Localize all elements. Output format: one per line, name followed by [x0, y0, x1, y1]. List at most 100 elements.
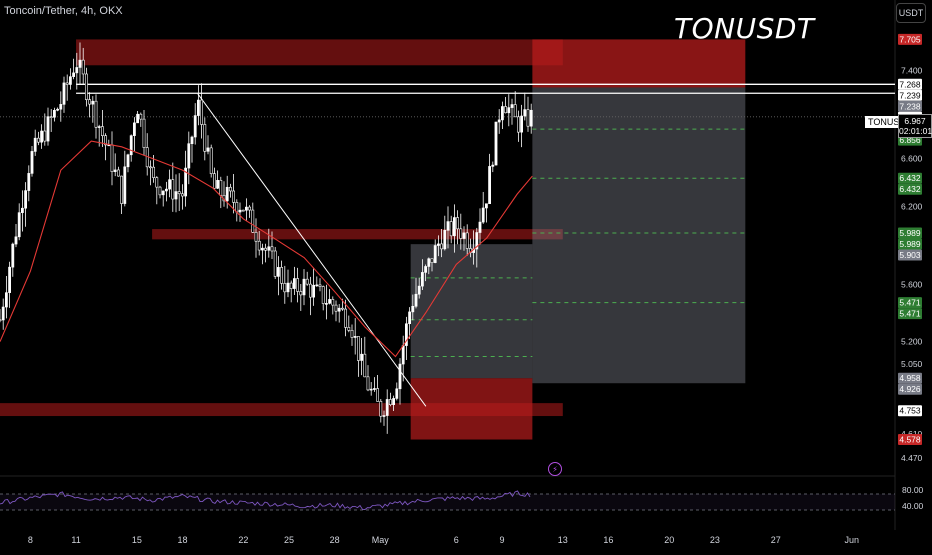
- candle-body: [136, 113, 140, 124]
- candle-body: [360, 353, 364, 361]
- x-axis-label: 9: [499, 535, 504, 545]
- price-badge: [898, 434, 922, 446]
- candle-body: [321, 286, 325, 304]
- candle-body: [174, 191, 178, 200]
- candle-body: [168, 179, 172, 190]
- price-badge: [898, 308, 922, 320]
- candle-body: [117, 169, 120, 177]
- candle-body: [91, 100, 95, 105]
- candle-body: [52, 109, 56, 118]
- price-badge-text: 6.432: [899, 173, 921, 183]
- candle-body: [181, 193, 184, 197]
- price-badge-text: 5.989: [899, 228, 921, 238]
- price-badge-text: 7.705: [899, 34, 921, 44]
- candle-body: [56, 108, 60, 111]
- candle-body: [142, 118, 146, 148]
- x-axis-label: May: [372, 535, 390, 545]
- currency-button[interactable]: USDT: [896, 3, 926, 23]
- x-axis-label: 23: [710, 535, 720, 545]
- candle-body: [328, 299, 332, 304]
- candle-body: [513, 104, 517, 118]
- rsi-line: [0, 490, 531, 510]
- candle-body: [334, 304, 338, 312]
- candle-body: [110, 144, 114, 172]
- live-price: 6.967: [904, 116, 926, 126]
- candle-body: [17, 212, 21, 238]
- candle-body: [504, 106, 508, 114]
- price-badge-text: 4.753: [899, 406, 921, 416]
- planned-stop-zone: [532, 39, 746, 88]
- candle-body: [411, 305, 415, 313]
- candle-body: [129, 135, 133, 156]
- candle-body: [308, 283, 312, 298]
- candle-body: [408, 311, 412, 325]
- price-badge-text: 7.268: [899, 79, 921, 89]
- price-badge-text: 5.471: [899, 298, 921, 308]
- candle-body: [449, 221, 453, 237]
- candle-body: [190, 136, 194, 144]
- candle-body: [158, 186, 162, 196]
- price-scale-label: 5.050: [901, 359, 923, 369]
- candle-body: [232, 190, 236, 203]
- rsi-band: [0, 494, 895, 510]
- candle-body: [520, 115, 524, 133]
- candle-body: [88, 99, 92, 105]
- candle-body: [254, 232, 258, 242]
- candle-body: [78, 59, 82, 68]
- candle-body: [0, 319, 2, 322]
- price-badge: [898, 227, 922, 239]
- candle-body: [507, 107, 511, 114]
- candle-body: [85, 73, 88, 100]
- candle-body: [382, 415, 386, 417]
- candle-body: [427, 258, 431, 267]
- candle-body: [104, 135, 108, 146]
- candle-body: [229, 186, 232, 192]
- candle-body: [456, 217, 460, 230]
- candle-body: [126, 154, 130, 168]
- candle-body: [171, 179, 175, 200]
- candle-body: [225, 186, 229, 202]
- price-badge-text: 7.239: [899, 90, 921, 100]
- x-axis-label: Jun: [845, 535, 860, 545]
- lightning-icon[interactable]: ⚡: [548, 462, 562, 476]
- candle-body: [443, 230, 447, 250]
- x-axis-label: 8: [28, 535, 33, 545]
- candle-body: [510, 104, 514, 108]
- symbol-header: Toncoin/Tether, 4h, OKX: [4, 5, 123, 17]
- candle-body: [500, 106, 504, 121]
- candle-body: [36, 137, 40, 143]
- price-badge-text: 4.578: [899, 435, 921, 445]
- x-axis-label: 6: [454, 535, 459, 545]
- candle-body: [46, 116, 50, 142]
- price-badge: [898, 183, 922, 195]
- candle-body: [286, 282, 290, 293]
- candle-body: [260, 247, 264, 251]
- candle-body: [251, 209, 255, 233]
- price-badge: [898, 238, 922, 250]
- candle-body: [404, 323, 408, 346]
- price-badge-text: 4.958: [899, 373, 921, 383]
- candle-body: [440, 243, 444, 250]
- candle-body: [184, 167, 188, 197]
- price-scale-label: 6.200: [901, 201, 923, 211]
- candle-body: [376, 388, 380, 402]
- candle-body: [30, 151, 34, 174]
- candle-body: [213, 173, 216, 189]
- candle-body: [289, 282, 293, 289]
- candle-body: [264, 247, 268, 251]
- candle-body: [315, 284, 319, 287]
- candle-body: [481, 207, 485, 223]
- candle-body: [337, 307, 341, 312]
- candle-body: [366, 376, 370, 391]
- candle-body: [280, 267, 284, 284]
- candle-body: [363, 353, 367, 378]
- candle-body: [491, 164, 495, 167]
- candle-body: [248, 206, 252, 211]
- candle-body: [59, 104, 63, 110]
- price-badge: [898, 78, 922, 90]
- candle-body: [123, 166, 127, 204]
- candle-body: [33, 137, 37, 152]
- long-position-target-zone: [410, 244, 533, 379]
